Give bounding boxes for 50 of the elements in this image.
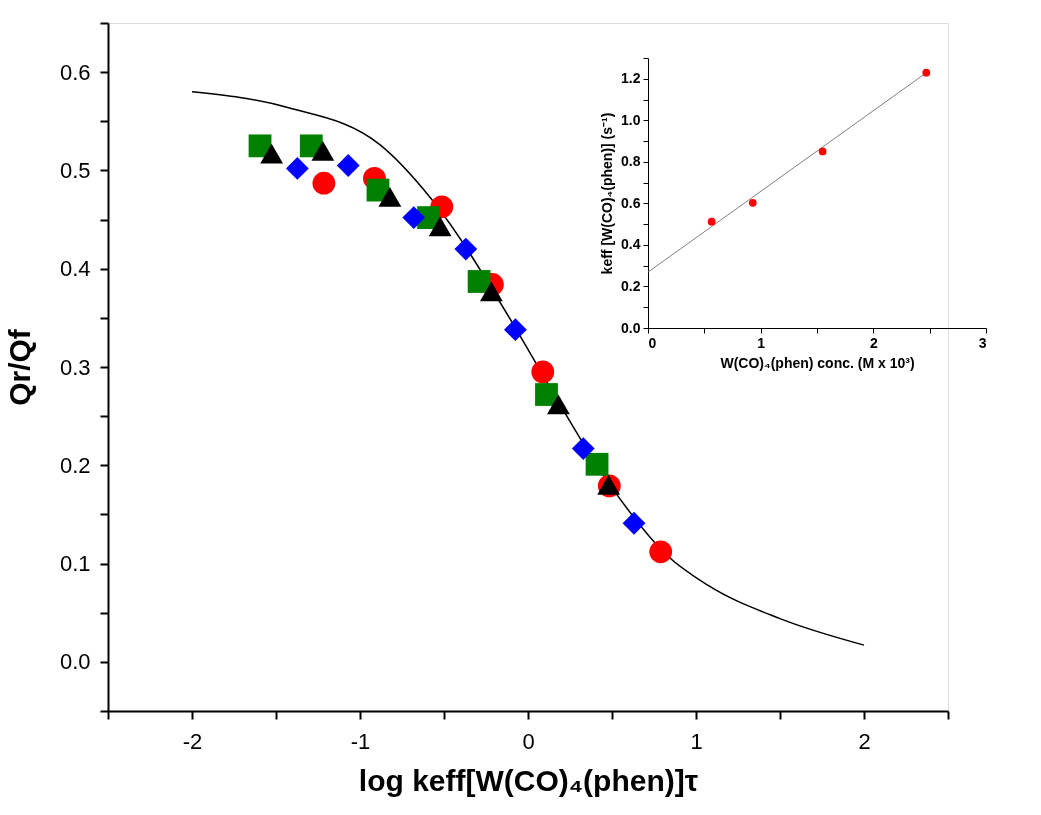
y-tick-label: 0.1 — [59, 551, 91, 577]
x-tick-label: 2 — [869, 334, 878, 351]
y-tick-label: 0.8 — [621, 153, 641, 170]
x-axis-title: W(CO)₄(phen) conc. (M x 10³) — [720, 354, 915, 371]
y-tick-label: 0.0 — [621, 319, 641, 336]
point — [649, 540, 673, 564]
point — [707, 217, 716, 226]
y-tick-label: 0.5 — [59, 157, 91, 183]
y-tick-label: 0.6 — [59, 59, 91, 85]
point — [571, 437, 595, 460]
point — [467, 270, 491, 293]
y-axis-title: Qr/Qf — [2, 328, 36, 406]
x-tick-label: -2 — [182, 728, 203, 754]
y-axis-title: keff [W(CO)₄(phen)] (s⁻¹) — [599, 112, 616, 275]
y-tick-label: 1.2 — [621, 70, 641, 87]
point — [531, 360, 555, 384]
x-tick-label: 1 — [757, 334, 766, 351]
y-tick-label: 0.2 — [59, 452, 91, 478]
y-tick-label: 1.0 — [621, 111, 641, 128]
point — [336, 154, 360, 177]
x-tick-label: 0 — [648, 334, 657, 351]
point — [378, 187, 402, 207]
point — [922, 68, 931, 77]
point — [479, 281, 503, 302]
point — [504, 318, 527, 342]
point — [748, 198, 757, 207]
x-tick-label: -1 — [350, 728, 371, 754]
x-tick-label: 2 — [858, 728, 871, 754]
point — [428, 216, 452, 237]
point — [311, 140, 335, 161]
point — [547, 394, 570, 415]
point — [402, 206, 426, 230]
y-tick-label: 0.4 — [621, 236, 641, 253]
y-tick-label: 0.3 — [59, 354, 91, 380]
point — [312, 171, 336, 195]
point — [622, 511, 646, 535]
point — [535, 383, 558, 406]
y-tick-label: 0.2 — [621, 277, 641, 294]
point — [585, 452, 609, 476]
point — [285, 157, 309, 180]
y-tick-label: 0.6 — [621, 194, 641, 211]
y-tick-label: 0.4 — [59, 256, 91, 282]
x-tick-label: 0 — [522, 728, 535, 754]
point — [818, 147, 827, 156]
point — [260, 143, 284, 164]
x-tick-label: 1 — [690, 728, 703, 754]
x-tick-label: 3 — [978, 334, 987, 351]
point — [454, 237, 478, 261]
y-tick-label: 0.0 — [59, 649, 91, 675]
x-axis-title: log keff[W(CO)₄(phen)]τ — [358, 763, 699, 797]
